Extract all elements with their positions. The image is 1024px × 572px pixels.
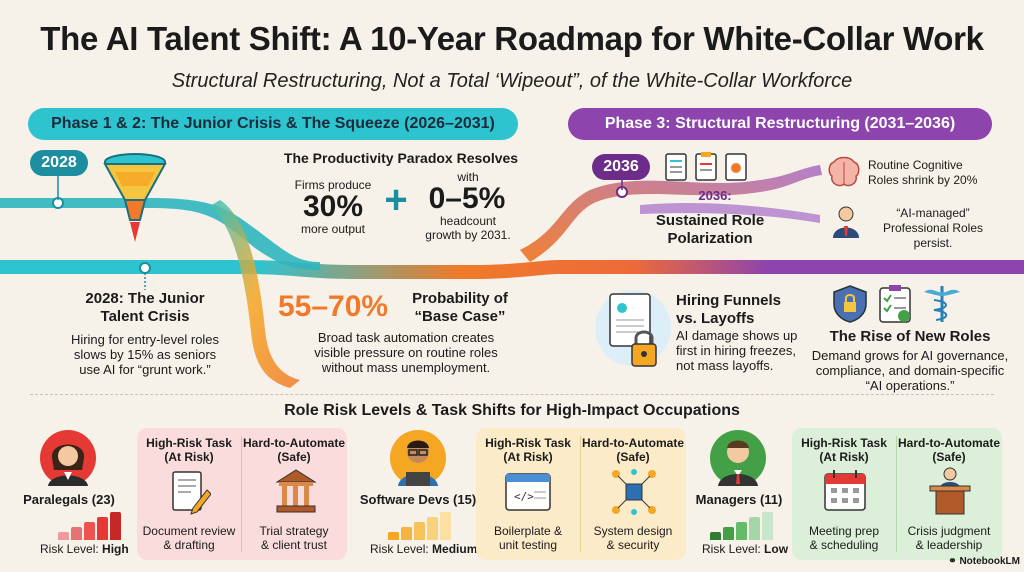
paralegal-avatar	[40, 430, 96, 486]
paradox-headcount: headcount	[439, 214, 497, 228]
base-case-title-1: Probability of	[412, 290, 508, 307]
funnels-title-1: Hiring Funnels	[676, 292, 781, 309]
podium-speaker-icon	[929, 467, 971, 515]
paradox-firms: Firms produce	[294, 178, 372, 192]
checklist-icon	[879, 285, 911, 323]
code-window-icon: </>	[505, 473, 551, 511]
year-2028-pill: 2028	[30, 150, 88, 176]
occupation-1-card: High-Risk Task (At Risk) Hard-to-Automate…	[137, 428, 347, 560]
polar-year: 2036:	[698, 188, 732, 203]
base-case-pct: 55–70%	[278, 290, 389, 323]
occupation-2-risk-bars	[388, 510, 458, 540]
managed-line-1: “AI-managed”	[896, 206, 970, 220]
funnels-body-2: first in hiring freezes,	[676, 343, 796, 358]
network-cube-icon	[612, 469, 656, 515]
professional-icon	[833, 206, 859, 238]
polar-title-2: Polarization	[667, 230, 753, 247]
funnels-body-1: AI damage shows up	[676, 328, 798, 343]
routine-line-2: Roles shrink by 20%	[868, 173, 978, 187]
plus-icon: +	[384, 178, 408, 222]
junior-body-3: use AI for “grunt work.”	[79, 362, 211, 377]
junior-body-2: slows by 15% as seniors	[73, 347, 217, 362]
occupation-1-risk: Risk Level: High	[40, 542, 129, 556]
base-case-title-2: “Base Case”	[414, 308, 506, 325]
occupation-3-task-2: & scheduling	[809, 538, 879, 552]
base-case-body-3: without mass unemployment.	[321, 360, 491, 375]
documents-icon	[665, 152, 747, 181]
page-subtitle: Structural Restructuring, Not a Total ‘W…	[171, 70, 853, 92]
occupation-3-risk: Risk Level: Low	[702, 542, 789, 556]
managed-line-2: Professional Roles	[882, 221, 984, 235]
page-title: The AI Talent Shift: A 10-Year Roadmap f…	[40, 20, 984, 57]
occupation-2-task-1: Boilerplate &	[493, 524, 563, 538]
brand-label: ⚭ NotebookLM	[948, 556, 1020, 567]
brain-icon	[828, 156, 860, 187]
calendar-icon	[824, 470, 866, 511]
occupation-2-task-2: unit testing	[498, 538, 558, 552]
new-roles-body-3: “AI operations.”	[865, 378, 955, 393]
occupation-3-card: High-Risk Task (At Risk) Hard-to-Automate…	[792, 428, 1002, 560]
occupation-1-name: Paralegals (23)	[23, 492, 115, 507]
base-case-body-2: visible pressure on routine roles	[314, 345, 498, 360]
new-roles-body-2: compliance, and domain-specific	[815, 363, 1005, 378]
occupation-2-safe-2: & security	[606, 538, 660, 552]
occupation-3-risk-bars	[710, 510, 780, 540]
junior-title-2: Talent Crisis	[100, 308, 190, 325]
shield-icon	[833, 285, 867, 323]
occupation-1-risk-bars	[58, 510, 128, 540]
courthouse-icon	[275, 469, 317, 513]
new-roles-body-1: Demand grows for AI governance,	[811, 348, 1009, 363]
year-2036-pill: 2036	[592, 154, 650, 180]
paradox-pct: 30%	[302, 190, 364, 223]
polar-title-1: Sustained Role	[655, 212, 765, 229]
manager-avatar	[710, 430, 766, 486]
occupation-3-safe-1: Crisis judgment	[907, 524, 991, 538]
paradox-title: The Productivity Paradox Resolves	[283, 150, 519, 166]
paradox-growth: growth by 2031.	[425, 228, 511, 242]
new-roles-title: The Rise of New Roles	[829, 328, 991, 345]
phase-3-banner: Phase 3: Structural Restructuring (2031–…	[568, 108, 992, 140]
occupation-1-safe-2: & client trust	[260, 538, 328, 552]
junior-title-1: 2028: The Junior	[85, 290, 205, 307]
funnels-body-3: not mass layoffs.	[676, 358, 774, 373]
funnels-title-2: vs. Layoffs	[676, 310, 755, 327]
routine-line-1: Routine Cognitive	[868, 158, 963, 172]
occupation-3-task-1: Meeting prep	[808, 524, 880, 538]
paradox-range: 0–5%	[428, 182, 506, 215]
occupation-2-name: Software Devs (15)	[359, 492, 477, 507]
occupation-2-card: High-Risk Task (At Risk) Hard-to-Automate…	[476, 428, 686, 560]
base-case-body-1: Broad task automation creates	[317, 330, 495, 345]
caduceus-icon	[924, 286, 960, 322]
managed-line-3: persist.	[913, 236, 953, 250]
section-divider	[30, 394, 994, 395]
section-title: Role Risk Levels & Task Shifts for High-…	[284, 402, 740, 419]
occupation-2-risk: Risk Level: Medium	[370, 542, 478, 556]
occupation-2-safe-1: System design	[593, 524, 673, 538]
funnel-icon	[103, 153, 167, 242]
svg-text:</>: </>	[514, 490, 534, 503]
notebooklm-icon: ⚭	[948, 556, 957, 567]
occupation-3-name: Managers (11)	[695, 492, 783, 507]
occupation-1-task-1: Document review	[142, 524, 236, 538]
occupation-1-task-2: & drafting	[163, 538, 215, 552]
document-pen-icon	[172, 471, 211, 515]
occupation-3-safe-2: & leadership	[915, 538, 983, 552]
junior-body-1: Hiring for entry-level roles	[70, 332, 220, 347]
paradox-with: with	[457, 170, 479, 184]
occupation-1-safe-1: Trial strategy	[259, 524, 329, 538]
phase-12-banner: Phase 1 & 2: The Junior Crisis & The Squ…	[28, 108, 518, 140]
document-lock-icon	[595, 290, 671, 367]
paradox-output: more output	[300, 222, 366, 236]
developer-avatar	[390, 430, 446, 486]
